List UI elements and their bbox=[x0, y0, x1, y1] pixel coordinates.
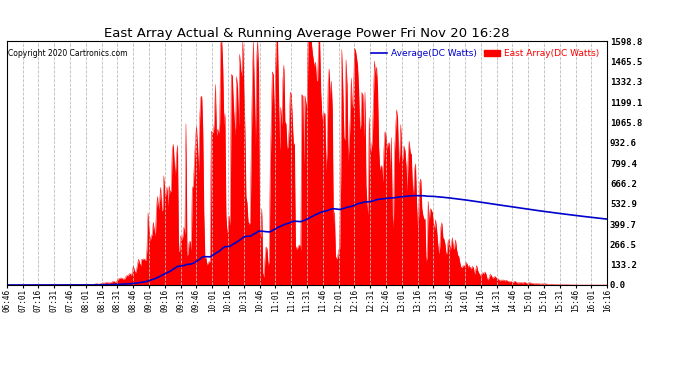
Title: East Array Actual & Running Average Power Fri Nov 20 16:28: East Array Actual & Running Average Powe… bbox=[104, 27, 510, 40]
Text: Copyright 2020 Cartronics.com: Copyright 2020 Cartronics.com bbox=[8, 49, 127, 58]
Legend: Average(DC Watts), East Array(DC Watts): Average(DC Watts), East Array(DC Watts) bbox=[367, 46, 602, 62]
